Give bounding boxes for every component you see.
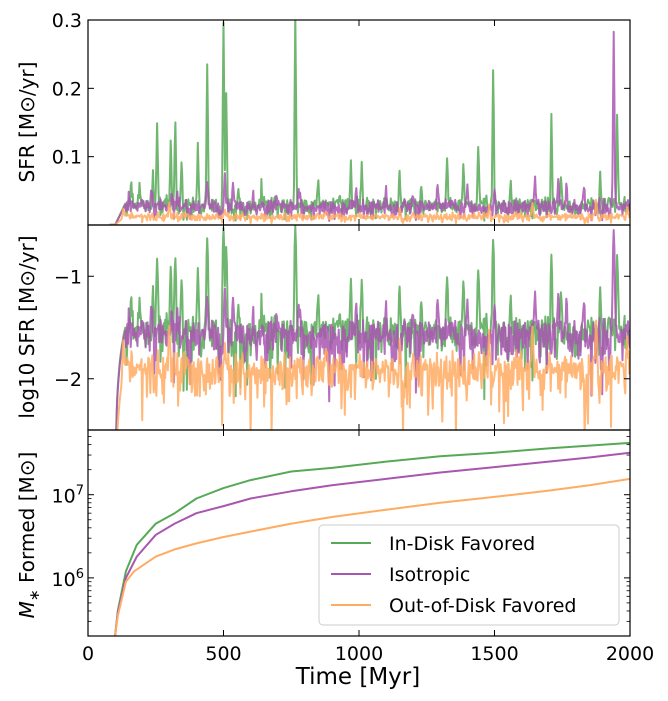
xlabel: Time [Myr] [295, 664, 420, 690]
ylabel-log-sfr: log10 SFR [M⊙/yr] [15, 235, 39, 418]
ylabel-mstar: M∗ Formed [M⊙] [15, 452, 43, 619]
legend-label: Isotropic [389, 564, 470, 586]
legend-box [318, 524, 620, 626]
x-tick-label: 0 [82, 643, 94, 665]
x-tick-label: 1500 [470, 643, 518, 665]
legend: In-Disk Favored Isotropic Out-of-Disk Favo… [318, 524, 620, 626]
series-line-in-disk-favored-mstar [114, 441, 630, 636]
series-line-out-of-disk-favored-sfr [109, 198, 630, 225]
series-line-out-of-disk-favored-log-sfr [116, 319, 630, 430]
y-tick-label: 0.3 [52, 10, 82, 32]
panel-sfr-series [109, 20, 630, 225]
x-tick-labels: 0 500 1000 1500 2000 [82, 643, 654, 665]
axis-labels: SFR [M⊙/yr] log10 SFR [M⊙/yr] M∗ Formed … [15, 62, 420, 690]
y-tick-label: 106 [52, 567, 84, 591]
series-line-isotropic-log-sfr [115, 229, 630, 430]
panel-mstar-series [114, 441, 630, 636]
y-tick-label: −2 [54, 369, 82, 391]
panels: 0.1 0.2 0.3 −1 −2 106 107 0 500 1000 1500 2000 [52, 10, 655, 665]
x-tick-label: 1000 [335, 643, 383, 665]
series-line-isotropic-sfr [109, 30, 630, 225]
series-line-out-of-disk-favored-mstar [114, 477, 630, 636]
x-tick-label: 2000 [606, 643, 654, 665]
y-tick-label: 0.1 [52, 147, 82, 169]
panel-mstar-axes: 106 107 [52, 429, 631, 637]
ylabel-sfr: SFR [M⊙/yr] [15, 62, 39, 183]
x-tick-label: 500 [205, 643, 241, 665]
y-tick-label: 107 [52, 484, 84, 508]
panel-log-sfr-series [115, 225, 630, 430]
legend-label: Out-of-Disk Favored [389, 595, 576, 617]
series-line-isotropic-mstar [114, 451, 630, 636]
series-line-in-disk-favored-sfr [109, 20, 630, 225]
y-tick-label: −1 [54, 266, 82, 288]
y-tick-label: 0.2 [52, 78, 82, 100]
legend-label: In-Disk Favored [389, 533, 535, 555]
